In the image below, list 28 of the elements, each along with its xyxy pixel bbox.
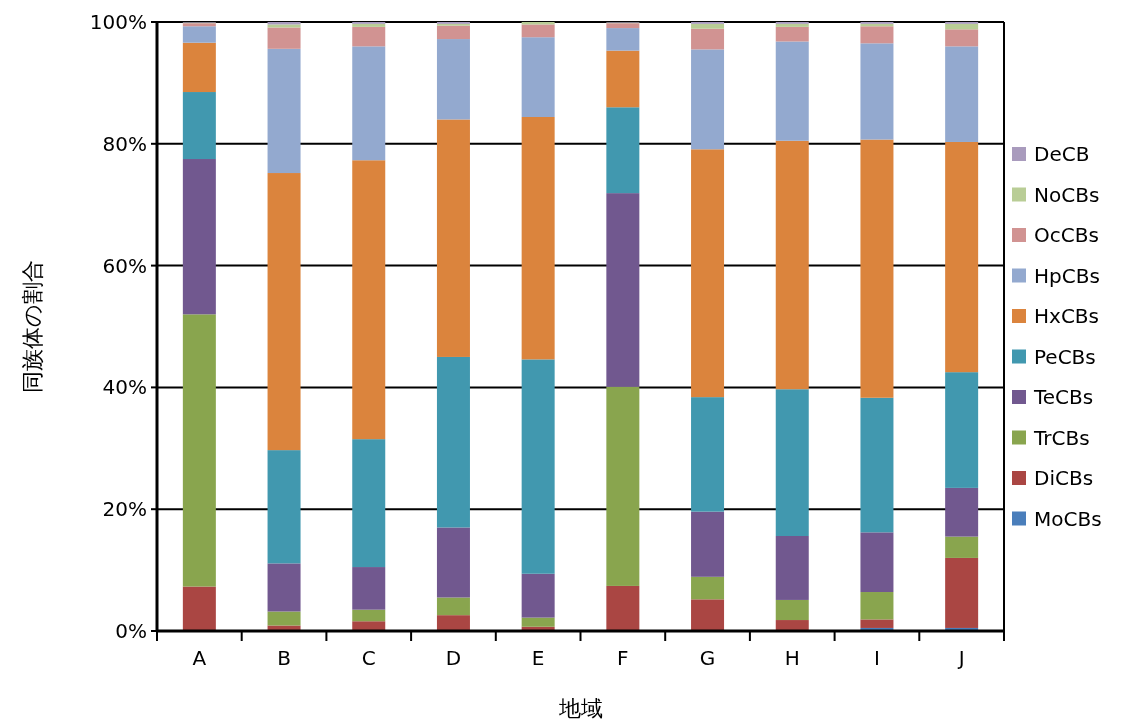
y-tick-label: 80% bbox=[102, 131, 147, 156]
y-axis-title: 同族体の割合 bbox=[20, 260, 45, 393]
legend-label: DeCB bbox=[1034, 142, 1090, 166]
legend-label: MoCBs bbox=[1034, 506, 1102, 531]
x-tick-label: E bbox=[531, 646, 545, 670]
y-tick-label: 0% bbox=[115, 619, 147, 643]
y-tick-label: 60% bbox=[102, 253, 147, 278]
legend-label: HpCBs bbox=[1034, 263, 1100, 288]
x-tick-label: G bbox=[699, 646, 716, 670]
legend-label: HxCBs bbox=[1034, 304, 1099, 328]
legend-label: DiCBs bbox=[1034, 466, 1094, 490]
x-tick-label: F bbox=[617, 646, 629, 670]
legend-label: TeCBs bbox=[1033, 385, 1094, 409]
x-tick-label: B bbox=[277, 646, 291, 670]
y-tick-label: 20% bbox=[102, 497, 147, 522]
legend-label: OcCBs bbox=[1034, 223, 1099, 247]
y-tick-label: 100% bbox=[89, 10, 147, 34]
x-tick-label: I bbox=[874, 646, 880, 670]
x-tick-label: D bbox=[445, 646, 462, 670]
legend-label: NoCBs bbox=[1034, 182, 1100, 207]
x-axis-title: 地域 bbox=[557, 696, 603, 721]
legend-label: TrCBs bbox=[1033, 425, 1090, 450]
y-tick-label: 40% bbox=[102, 375, 147, 400]
x-tick-label: J bbox=[956, 646, 965, 670]
legend-label: PeCBs bbox=[1034, 344, 1096, 369]
x-tick-label: H bbox=[784, 646, 800, 670]
x-tick-label: A bbox=[192, 646, 207, 670]
x-tick-label: C bbox=[361, 646, 376, 670]
